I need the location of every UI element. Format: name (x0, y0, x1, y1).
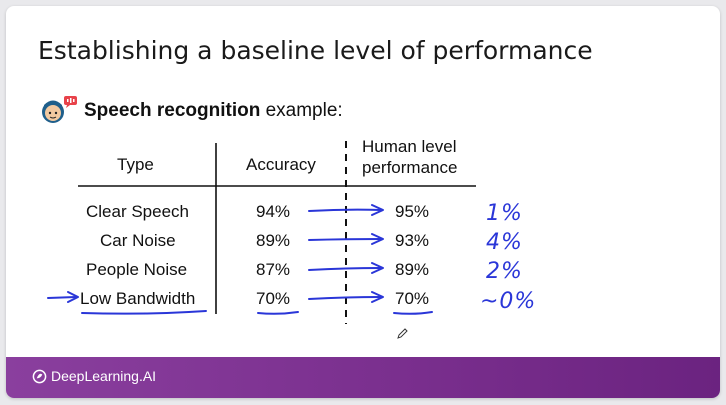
row-type: Clear Speech (86, 202, 190, 221)
slide: Establishing a baseline level of perform… (6, 6, 720, 398)
gap-annotation: 1% (486, 201, 523, 226)
row-accuracy: 70% (256, 289, 291, 308)
row-accuracy: 87% (256, 260, 291, 279)
gap-annotation: 4% (486, 230, 523, 255)
row-type: Low Bandwidth (80, 289, 196, 308)
header-human-line2: performance (362, 158, 458, 177)
subtitle-rest: example: (260, 100, 343, 121)
brand-logo[interactable]: DeepLearning.AI (32, 368, 156, 384)
row-human: 70% (395, 289, 430, 308)
speaking-person-icon (42, 96, 77, 123)
header-type: Type (117, 155, 154, 174)
pencil-cursor-icon (397, 328, 408, 339)
ink-underlines (81, 310, 433, 315)
header-human-line1: Human level (362, 137, 457, 156)
slide-subtitle: Speech recognition example: (84, 100, 343, 122)
header-accuracy: Accuracy (246, 155, 316, 174)
ink-arrows (47, 204, 384, 303)
row-type: Car Noise (100, 231, 176, 250)
row-accuracy: 94% (256, 202, 291, 221)
footer-bar: DeepLearning.AI (6, 357, 720, 398)
row-human: 95% (395, 202, 430, 221)
deeplearning-logo-icon (32, 369, 47, 383)
subtitle-bold: Speech recognition (84, 100, 261, 121)
row-human: 93% (395, 231, 430, 250)
row-accuracy: 89% (256, 231, 291, 250)
table-lines-and-ink (47, 141, 476, 324)
row-type: People Noise (86, 260, 188, 279)
gap-annotation: 2% (486, 259, 523, 284)
slide-title: Establishing a baseline level of perform… (38, 36, 593, 65)
brand-name: DeepLearning.AI (51, 368, 157, 384)
row-human: 89% (395, 260, 430, 279)
gap-annotation: ~0% (480, 289, 537, 314)
